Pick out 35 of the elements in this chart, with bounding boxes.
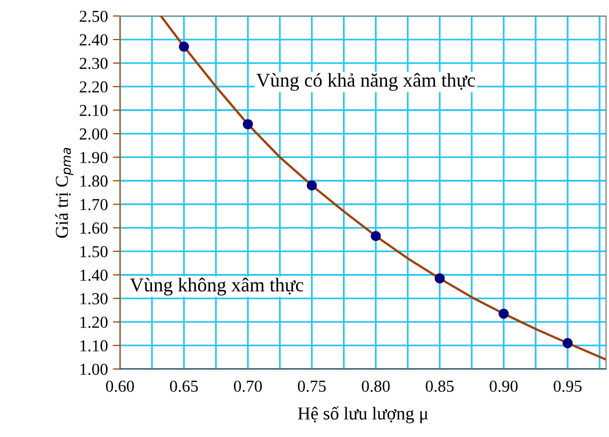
x-tick-label: 0.90 [490,380,518,392]
x-tick-label: 0.95 [554,380,582,392]
y-tick-label: 1.60 [80,222,108,234]
annotation: Vùng không xâm thực [130,278,304,296]
y-tick-label: 1.00 [80,364,108,376]
x-tick-label: 0.60 [106,380,134,392]
point [434,273,445,284]
point [498,308,509,319]
x-axis-title: Hệ số lưu lượng μ [298,406,428,424]
y-tick-label: 1.90 [80,152,108,164]
y-tick-label: 2.00 [80,128,108,140]
x-tick-label: 0.80 [362,380,390,392]
point [562,338,573,348]
y-tick-label: 1.40 [80,270,108,281]
point [306,180,317,191]
y-tick-label: 2.40 [80,34,108,46]
x-tick-label: 0.75 [298,380,326,392]
x-tick-label: 0.85 [426,380,454,392]
y-tick-label: 1.10 [80,340,108,352]
y-tick-label: 1.80 [80,175,108,187]
y-tick-label: 2.50 [80,10,108,22]
point [242,119,253,130]
y-tick-label: 2.10 [80,104,108,116]
y-tick-label: 2.20 [80,81,108,93]
x-tick-label: 0.65 [170,380,198,392]
y-tick-label: 1.50 [80,246,108,258]
annotation: Vùng có khả năng xâm thực [256,73,475,91]
point [178,42,190,52]
y-tick-label: 1.70 [80,198,108,210]
point [370,230,381,242]
y-tick-label: 1.20 [80,316,108,328]
y-tick-label: 2.30 [80,58,108,70]
x-tick-label: 0.70 [234,380,262,392]
y-tick-label: 1.30 [80,293,108,304]
y-axis-title: Giá trị C$_{pma}$ [55,148,74,238]
